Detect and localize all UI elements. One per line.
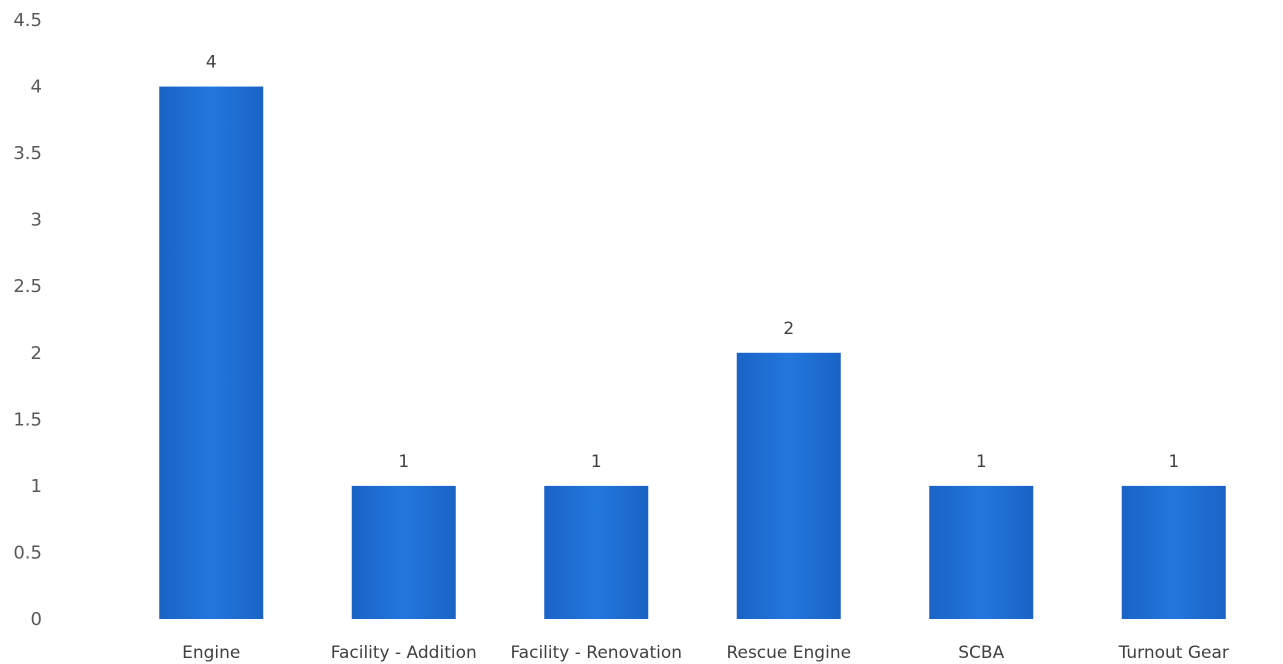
y-tick-label: 1 <box>31 476 42 497</box>
x-tick-label: Rescue Engine <box>726 643 851 663</box>
y-tick-label: 3 <box>31 210 42 231</box>
y-tick-label: 1.5 <box>13 409 42 430</box>
x-tick-label: Engine <box>182 643 240 663</box>
y-tick-label: 2.5 <box>13 276 42 297</box>
data-label: 4 <box>206 53 217 73</box>
bar-series <box>159 86 1226 620</box>
data-label: 1 <box>591 452 602 472</box>
data-labels: 4 1 1 2 1 1 <box>206 53 1179 472</box>
bar <box>351 485 456 619</box>
x-tick-label: Facility - Addition <box>331 643 477 663</box>
data-label: 1 <box>398 452 409 472</box>
y-tick-label: 2 <box>31 343 42 364</box>
bar <box>159 86 264 620</box>
bar <box>1121 485 1226 619</box>
data-label: 1 <box>1168 452 1179 472</box>
bar <box>929 485 1034 619</box>
y-tick-label: 3.5 <box>13 143 42 164</box>
y-tick-label: 4.5 <box>13 10 42 31</box>
x-tick-label: Facility - Renovation <box>510 643 682 663</box>
bar <box>544 485 649 619</box>
y-tick-label: 0 <box>31 609 42 630</box>
y-tick-label: 0.5 <box>13 542 42 563</box>
data-label: 2 <box>783 319 794 339</box>
bar <box>736 352 841 619</box>
data-label: 1 <box>976 452 987 472</box>
x-axis: Engine Facility - Addition Facility - Reno… <box>182 643 1229 663</box>
x-tick-label: SCBA <box>958 643 1004 663</box>
x-tick-label: Turnout Gear <box>1118 643 1229 663</box>
y-tick-label: 4 <box>31 77 42 98</box>
y-axis: 0 0.5 1 1.5 2 2.5 3 3.5 4 4.5 <box>13 10 42 630</box>
